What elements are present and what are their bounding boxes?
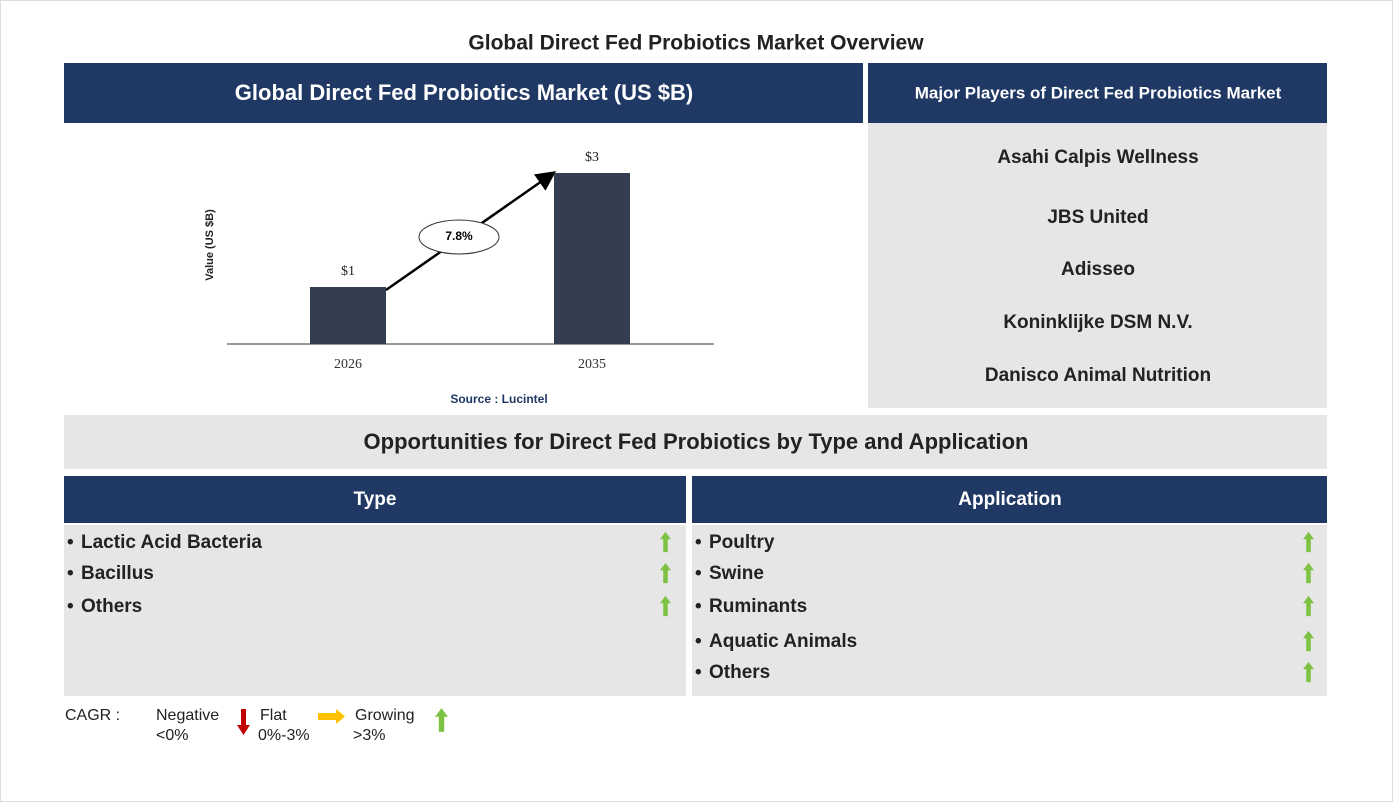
application-panel bbox=[692, 525, 1327, 696]
players-header bbox=[868, 63, 1327, 123]
cagr-bubble bbox=[418, 219, 500, 255]
legend-growing-range: >3% bbox=[353, 727, 385, 744]
legend-growing: Growing bbox=[355, 707, 415, 724]
legend-negative: Negative bbox=[156, 707, 219, 724]
x-tick-label: 2035 bbox=[578, 357, 606, 372]
legend-negative-range: <0% bbox=[156, 727, 188, 744]
bullet: • bbox=[695, 596, 702, 617]
legend-flat-range: 0%-3% bbox=[258, 727, 310, 744]
player: Asahi Calpis Wellness bbox=[997, 147, 1198, 168]
bullet: • bbox=[695, 532, 702, 553]
bullet: • bbox=[67, 563, 74, 584]
value-label: $1 bbox=[341, 264, 355, 279]
type-header bbox=[64, 476, 686, 523]
value-label: $3 bbox=[585, 150, 599, 165]
bullet: • bbox=[67, 596, 74, 617]
list-item: Ruminants bbox=[709, 596, 807, 617]
bullet: • bbox=[67, 532, 74, 553]
opportunities-band bbox=[64, 415, 1327, 469]
bullet: • bbox=[695, 563, 702, 584]
player: Adisseo bbox=[1061, 259, 1135, 280]
type-panel bbox=[64, 525, 686, 696]
list-item: Aquatic Animals bbox=[709, 631, 857, 652]
bullet: • bbox=[695, 631, 702, 652]
chart-header bbox=[64, 63, 863, 123]
y-axis-label: Value (US $B) bbox=[204, 209, 216, 281]
source: Source : Lucintel bbox=[450, 392, 547, 406]
list-item: Bacillus bbox=[81, 563, 154, 584]
list-item: Lactic Acid Bacteria bbox=[81, 532, 262, 553]
legend: CAGR : Negative <0% Flat 0%-3% Growing >… bbox=[65, 707, 448, 744]
list-item: Swine bbox=[709, 563, 764, 584]
list-item: Poultry bbox=[709, 532, 775, 553]
opportunities-title: Opportunities for Direct Fed Probiotics … bbox=[364, 429, 1029, 454]
player: Koninklijke DSM N.V. bbox=[1003, 312, 1192, 333]
chart-title: Global Direct Fed Probiotics Market (US … bbox=[235, 80, 693, 105]
player: Danisco Animal Nutrition bbox=[985, 365, 1211, 386]
application-title: Application bbox=[958, 489, 1061, 510]
flat-arrow bbox=[318, 709, 345, 724]
application-header bbox=[692, 476, 1327, 523]
bullet: • bbox=[695, 662, 702, 683]
list-item: Others bbox=[709, 662, 770, 683]
page-title: Global Direct Fed Probiotics Market Over… bbox=[468, 32, 924, 55]
x-tick-label: 2026 bbox=[334, 357, 362, 372]
players-title: Major Players of Direct Fed Probiotics M… bbox=[915, 83, 1282, 102]
bar bbox=[554, 173, 630, 344]
down-arrow bbox=[237, 709, 250, 735]
list-item: Others bbox=[81, 596, 142, 617]
cagr-label: 7.8% bbox=[445, 229, 473, 243]
bar bbox=[310, 287, 386, 344]
player: JBS United bbox=[1047, 207, 1148, 228]
legend-label: CAGR : bbox=[65, 707, 120, 724]
legend-flat: Flat bbox=[260, 707, 287, 724]
type-title: Type bbox=[354, 489, 397, 510]
players-panel bbox=[868, 123, 1327, 408]
